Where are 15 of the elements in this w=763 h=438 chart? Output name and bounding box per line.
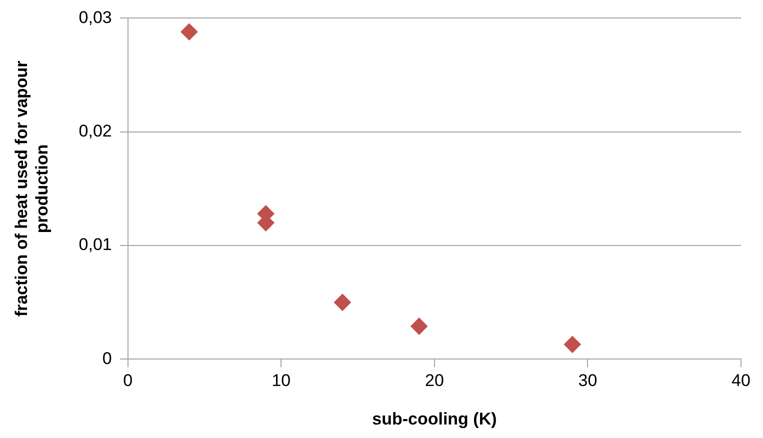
y-tick-label: 0 bbox=[102, 348, 112, 368]
point bbox=[410, 318, 428, 335]
y-tick-label: 0,03 bbox=[78, 8, 112, 27]
y-tick-label: 0,01 bbox=[78, 235, 112, 254]
point bbox=[564, 336, 581, 353]
x-tick-label: 0 bbox=[123, 371, 133, 390]
y-axis-title: fraction of heat used for vapour production bbox=[12, 60, 52, 317]
point bbox=[180, 23, 198, 40]
x-tick-label: 20 bbox=[424, 371, 444, 390]
point bbox=[334, 294, 351, 311]
x-tick-label: 10 bbox=[272, 371, 291, 390]
x-axis-title: sub-cooling (K) bbox=[372, 409, 497, 428]
x-tick-label: 40 bbox=[732, 371, 750, 390]
y-tick-label: 0,02 bbox=[78, 122, 112, 141]
x-tick-label: 30 bbox=[578, 371, 598, 390]
